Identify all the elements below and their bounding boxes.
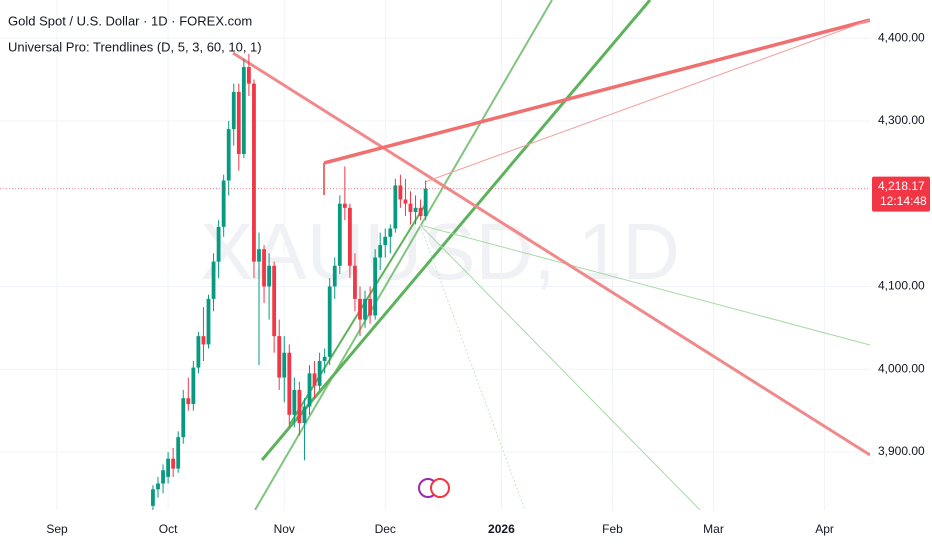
candle-body — [176, 437, 181, 469]
candle-body — [267, 265, 271, 287]
trendline — [232, 51, 871, 457]
candle-body — [226, 129, 231, 181]
candle-body — [403, 199, 408, 204]
candle-body — [277, 336, 282, 378]
candle-body — [327, 286, 332, 357]
candle-body — [322, 356, 327, 361]
candle-body — [378, 245, 383, 258]
candle-body — [252, 83, 256, 262]
candle-body — [393, 185, 398, 229]
candle-body — [216, 226, 221, 262]
candle-body — [241, 67, 246, 154]
x-tick-label: Dec — [375, 522, 396, 536]
trendline — [323, 18, 871, 165]
indicator-label: Universal Pro: Trendlines (D, 5, 3, 60, … — [8, 39, 262, 54]
y-tick-label: 4,300.00 — [878, 113, 925, 127]
candle-body — [282, 352, 287, 378]
trendline — [260, 0, 652, 461]
candle-body — [181, 398, 186, 438]
candle-body — [388, 228, 393, 237]
candle-body — [186, 398, 191, 405]
candle-body — [332, 265, 337, 287]
x-tick-label: Apr — [815, 522, 834, 536]
candle-body — [312, 373, 317, 386]
candle-body — [373, 257, 378, 316]
candle-body — [196, 336, 201, 368]
price-label-box — [872, 176, 930, 212]
candle-body — [236, 91, 241, 154]
y-tick-label: 3,900.00 — [878, 444, 925, 458]
candle-body — [287, 352, 292, 415]
candle-body — [272, 265, 277, 337]
x-tick-label: 2026 — [488, 522, 515, 536]
candle-body — [156, 483, 160, 490]
trendline — [419, 224, 526, 511]
x-tick-label: Feb — [602, 522, 623, 536]
candle-body — [231, 91, 236, 130]
y-tick-label: 4,400.00 — [878, 30, 925, 44]
candle-body — [358, 298, 362, 320]
candle-body — [348, 207, 352, 266]
candle-body — [408, 203, 413, 212]
candle-body — [166, 458, 170, 477]
candle-body — [368, 298, 372, 316]
candle-body — [201, 336, 206, 345]
chart-title: Gold Spot / U.S. Dollar · 1D · FOREX.com — [8, 13, 252, 28]
candle-body — [423, 188, 428, 217]
y-axis-area — [870, 0, 932, 550]
candle-body — [257, 249, 261, 262]
event-icon[interactable] — [430, 478, 450, 498]
trendline — [289, 204, 426, 425]
candle-body — [317, 360, 322, 386]
candle-body — [307, 373, 312, 407]
watermark: XAUUSD, 1D — [200, 207, 680, 296]
candle-body — [353, 265, 357, 299]
x-tick-label: Nov — [274, 522, 295, 536]
candle-body — [211, 261, 216, 299]
candle-body — [337, 203, 342, 266]
candle-body — [383, 236, 388, 246]
candle-body — [297, 389, 302, 424]
candle-body — [302, 406, 307, 424]
x-tick-label: Mar — [703, 522, 724, 536]
candle-body — [398, 185, 403, 200]
x-tick-label: Oct — [159, 522, 178, 536]
candle-body — [342, 203, 347, 208]
icons[interactable] — [418, 478, 450, 498]
candle-body — [221, 180, 226, 227]
candle-body — [191, 367, 196, 405]
candle-body — [206, 298, 211, 345]
trendline — [419, 224, 871, 346]
y-tick-label: 4,000.00 — [878, 361, 925, 375]
x-tick-label: Sep — [46, 522, 68, 536]
candle-body — [413, 207, 418, 212]
y-tick-label: 4,100.00 — [878, 279, 925, 293]
trendline — [424, 19, 871, 183]
candle-body — [292, 389, 297, 415]
trendline — [419, 224, 701, 511]
candle-body — [151, 489, 155, 506]
candle-body — [262, 249, 266, 287]
price-label: 4,218.17 — [878, 179, 925, 193]
candle-body — [247, 67, 251, 84]
x-axis-area — [0, 510, 870, 550]
candle-body — [418, 207, 423, 217]
candles — [151, 53, 428, 512]
countdown: 12:14:48 — [880, 194, 927, 208]
candle-body — [363, 298, 367, 320]
candle-body — [171, 458, 176, 469]
candle-body — [161, 470, 165, 484]
